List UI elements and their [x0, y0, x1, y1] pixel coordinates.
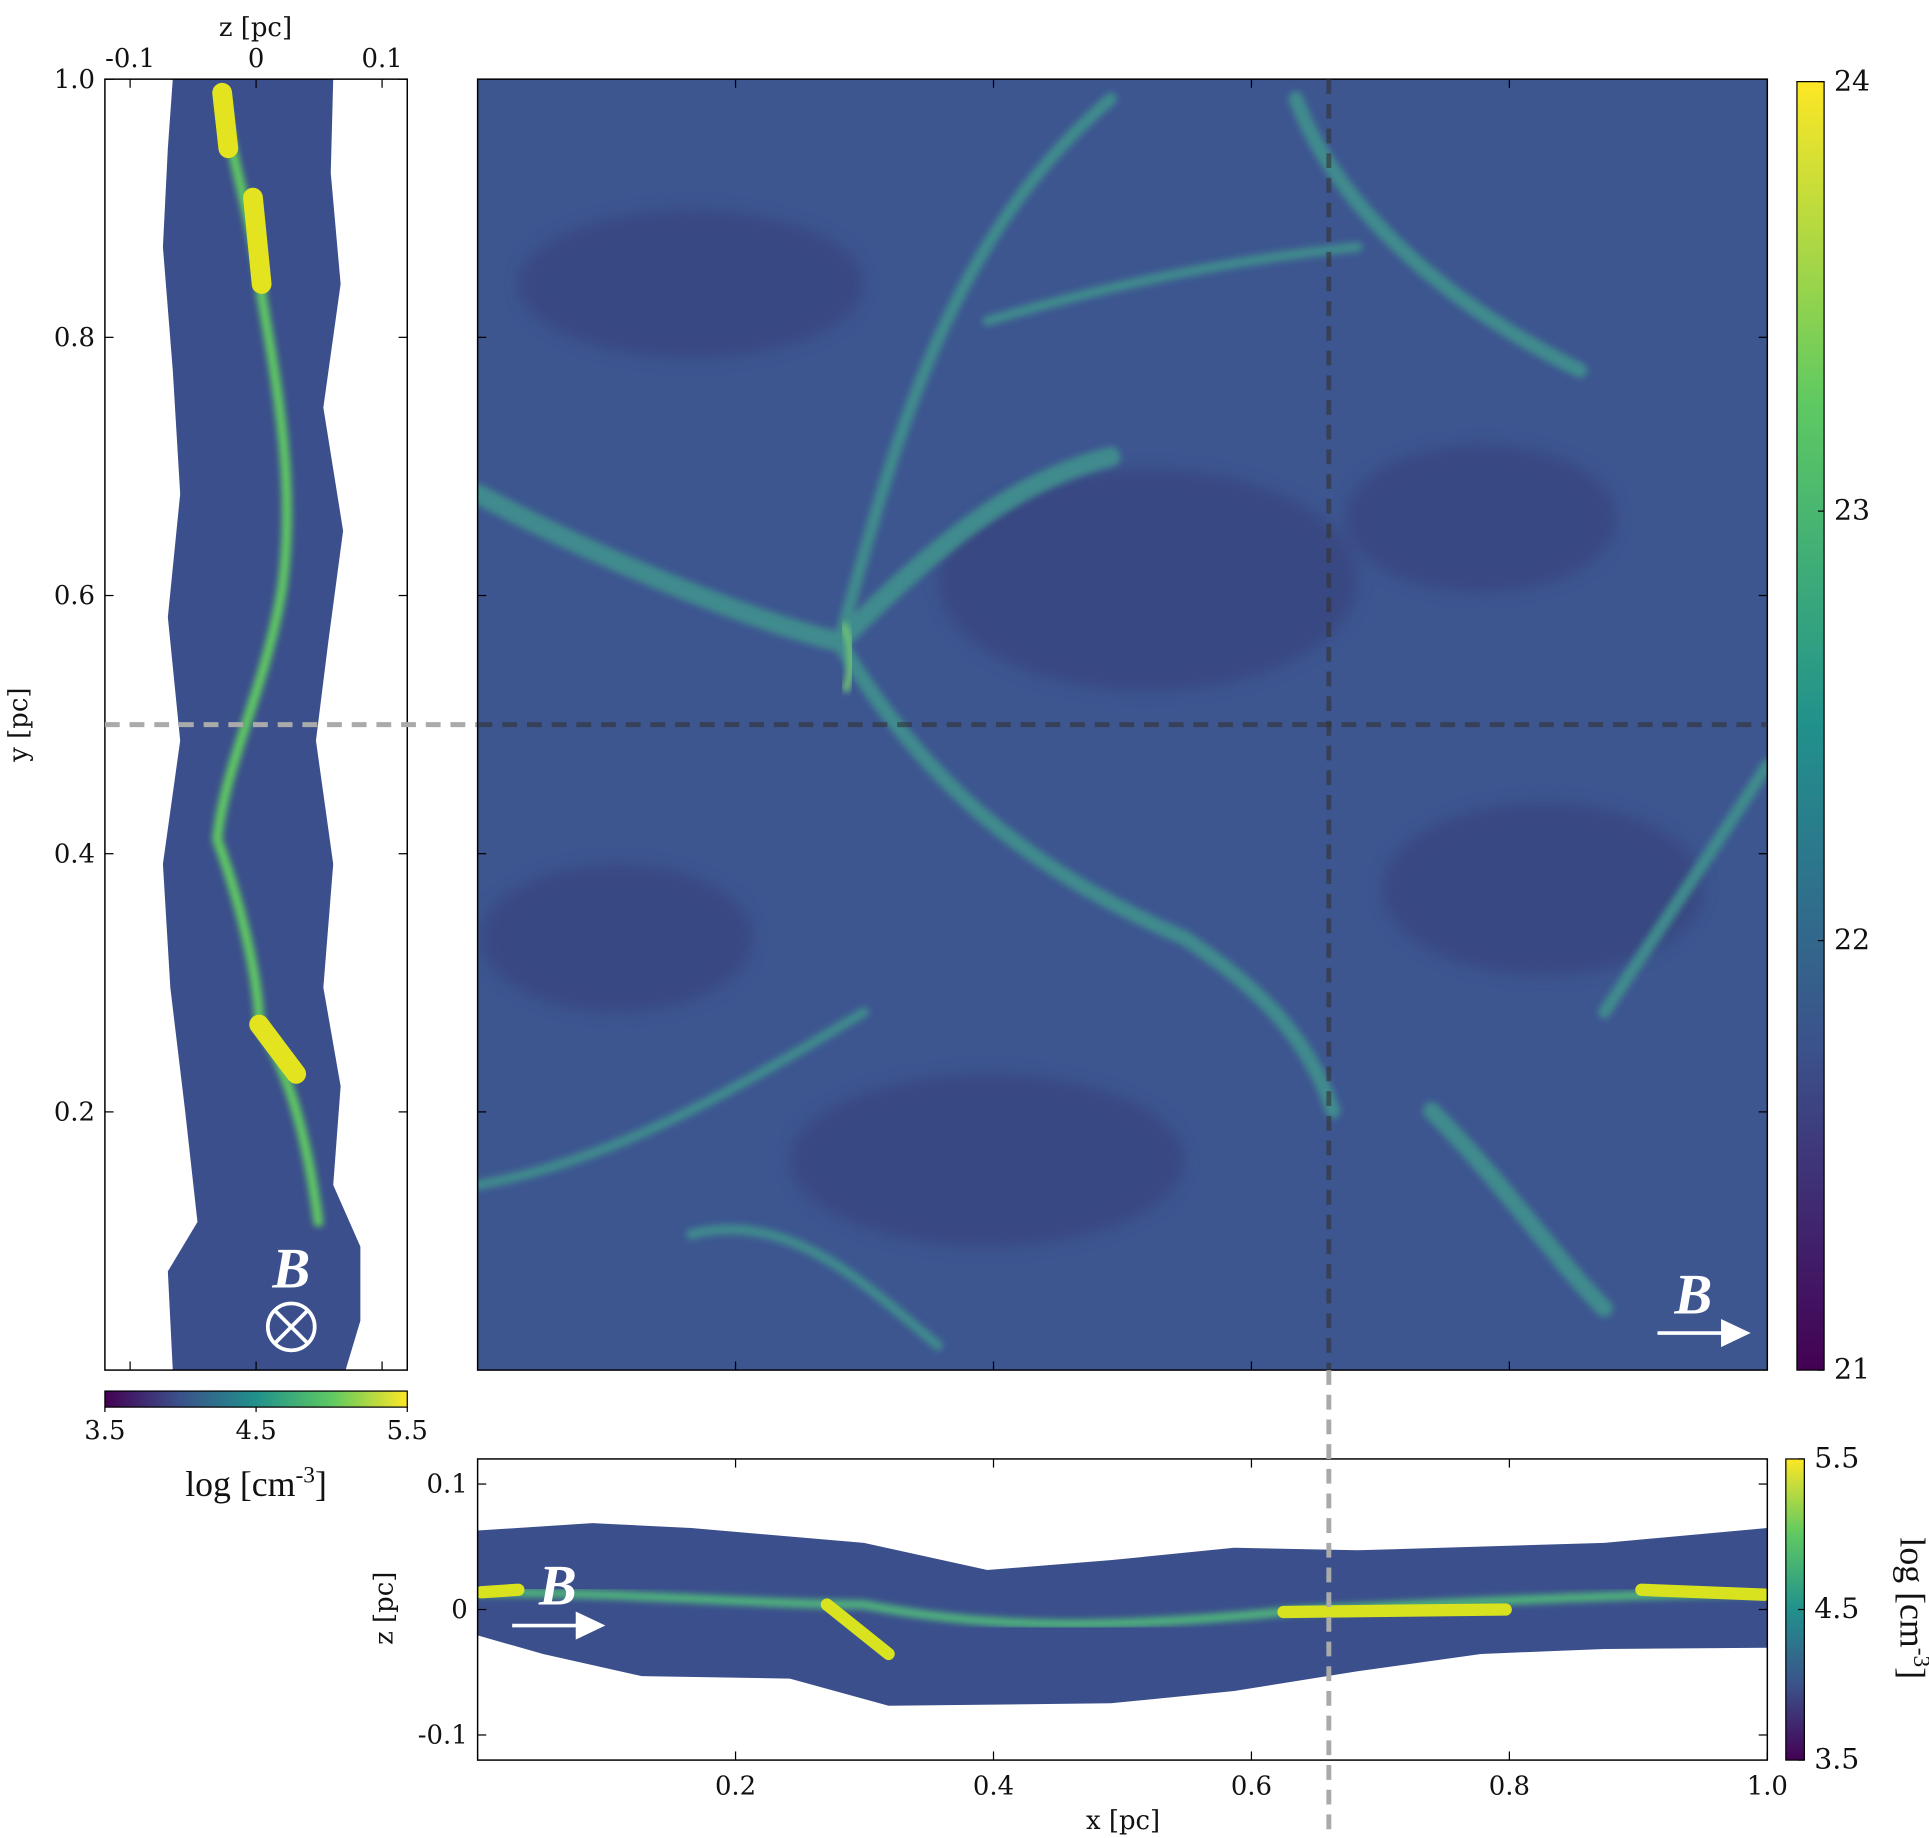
y-tick-label: 1.0 [54, 65, 95, 95]
colorbar-label-text: log [cm [185, 1464, 295, 1504]
colorbar [1796, 81, 1825, 1371]
colorbar-tick-label: 3.5 [1814, 1743, 1859, 1776]
y-tick-label: 0 [451, 1595, 467, 1625]
x-axis-label: x [pc] [1086, 1806, 1160, 1836]
y-tick-label: 0.4 [54, 839, 95, 869]
x-axis-label: z [pc] [219, 13, 292, 43]
colorbar-label-sup: -3 [1908, 1648, 1929, 1668]
y-tick-label: -0.1 [418, 1721, 468, 1751]
annotation: B [1673, 1263, 1712, 1326]
y-tick-label: 0.8 [54, 323, 95, 353]
colorbar-tick-label: 24 [1834, 64, 1870, 97]
colorbar [104, 1390, 408, 1408]
colorbar-tick-label: 4.5 [235, 1416, 276, 1446]
colorbar-tick-label: 4.5 [1814, 1592, 1859, 1625]
colorbar-label: log [cm-3] [1893, 1537, 1929, 1679]
x-tick-label: 0.6 [1231, 1772, 1272, 1802]
colorbar-tick-label: 21 [1834, 1353, 1870, 1386]
x-tick-label: 0 [248, 44, 264, 74]
colorbar-tick-label: 5.5 [1814, 1442, 1859, 1475]
y-tick-label: 0.6 [54, 581, 95, 611]
colorbar-label-end: ] [315, 1464, 327, 1504]
y-tick-label: 0.2 [54, 1098, 95, 1128]
y-tick-label: 0.1 [427, 1470, 468, 1500]
colorbar-label: log [cm-3] [185, 1462, 327, 1504]
x-tick-label: 0.8 [1489, 1772, 1530, 1802]
colorbar-tick-label: 22 [1834, 923, 1870, 956]
colorbar-label-end: ] [1893, 1667, 1929, 1679]
x-tick-label: 0.4 [973, 1772, 1014, 1802]
annotation: B [538, 1555, 577, 1618]
b-field-symbols [265, 1301, 1751, 1640]
x-tick-label: 1.0 [1747, 1772, 1788, 1802]
y-axis-label: z [pc] [369, 1572, 399, 1645]
x-tick-label: 0.1 [361, 44, 402, 74]
colorbar-tick-label: 5.5 [387, 1416, 428, 1446]
x-tick-label: 0.2 [715, 1772, 756, 1802]
colorbar-tick-label: 3.5 [84, 1416, 125, 1446]
colorbar-label-sup: -3 [296, 1462, 316, 1488]
bottom-image [477, 1523, 1768, 1706]
colorbar-tick-label: 23 [1834, 494, 1870, 527]
y-axis-label: y [pc] [4, 688, 34, 763]
x-tick-label: -0.1 [105, 44, 155, 74]
annotation: B [271, 1237, 310, 1300]
colorbar-label-text: log [cm [1893, 1537, 1929, 1647]
